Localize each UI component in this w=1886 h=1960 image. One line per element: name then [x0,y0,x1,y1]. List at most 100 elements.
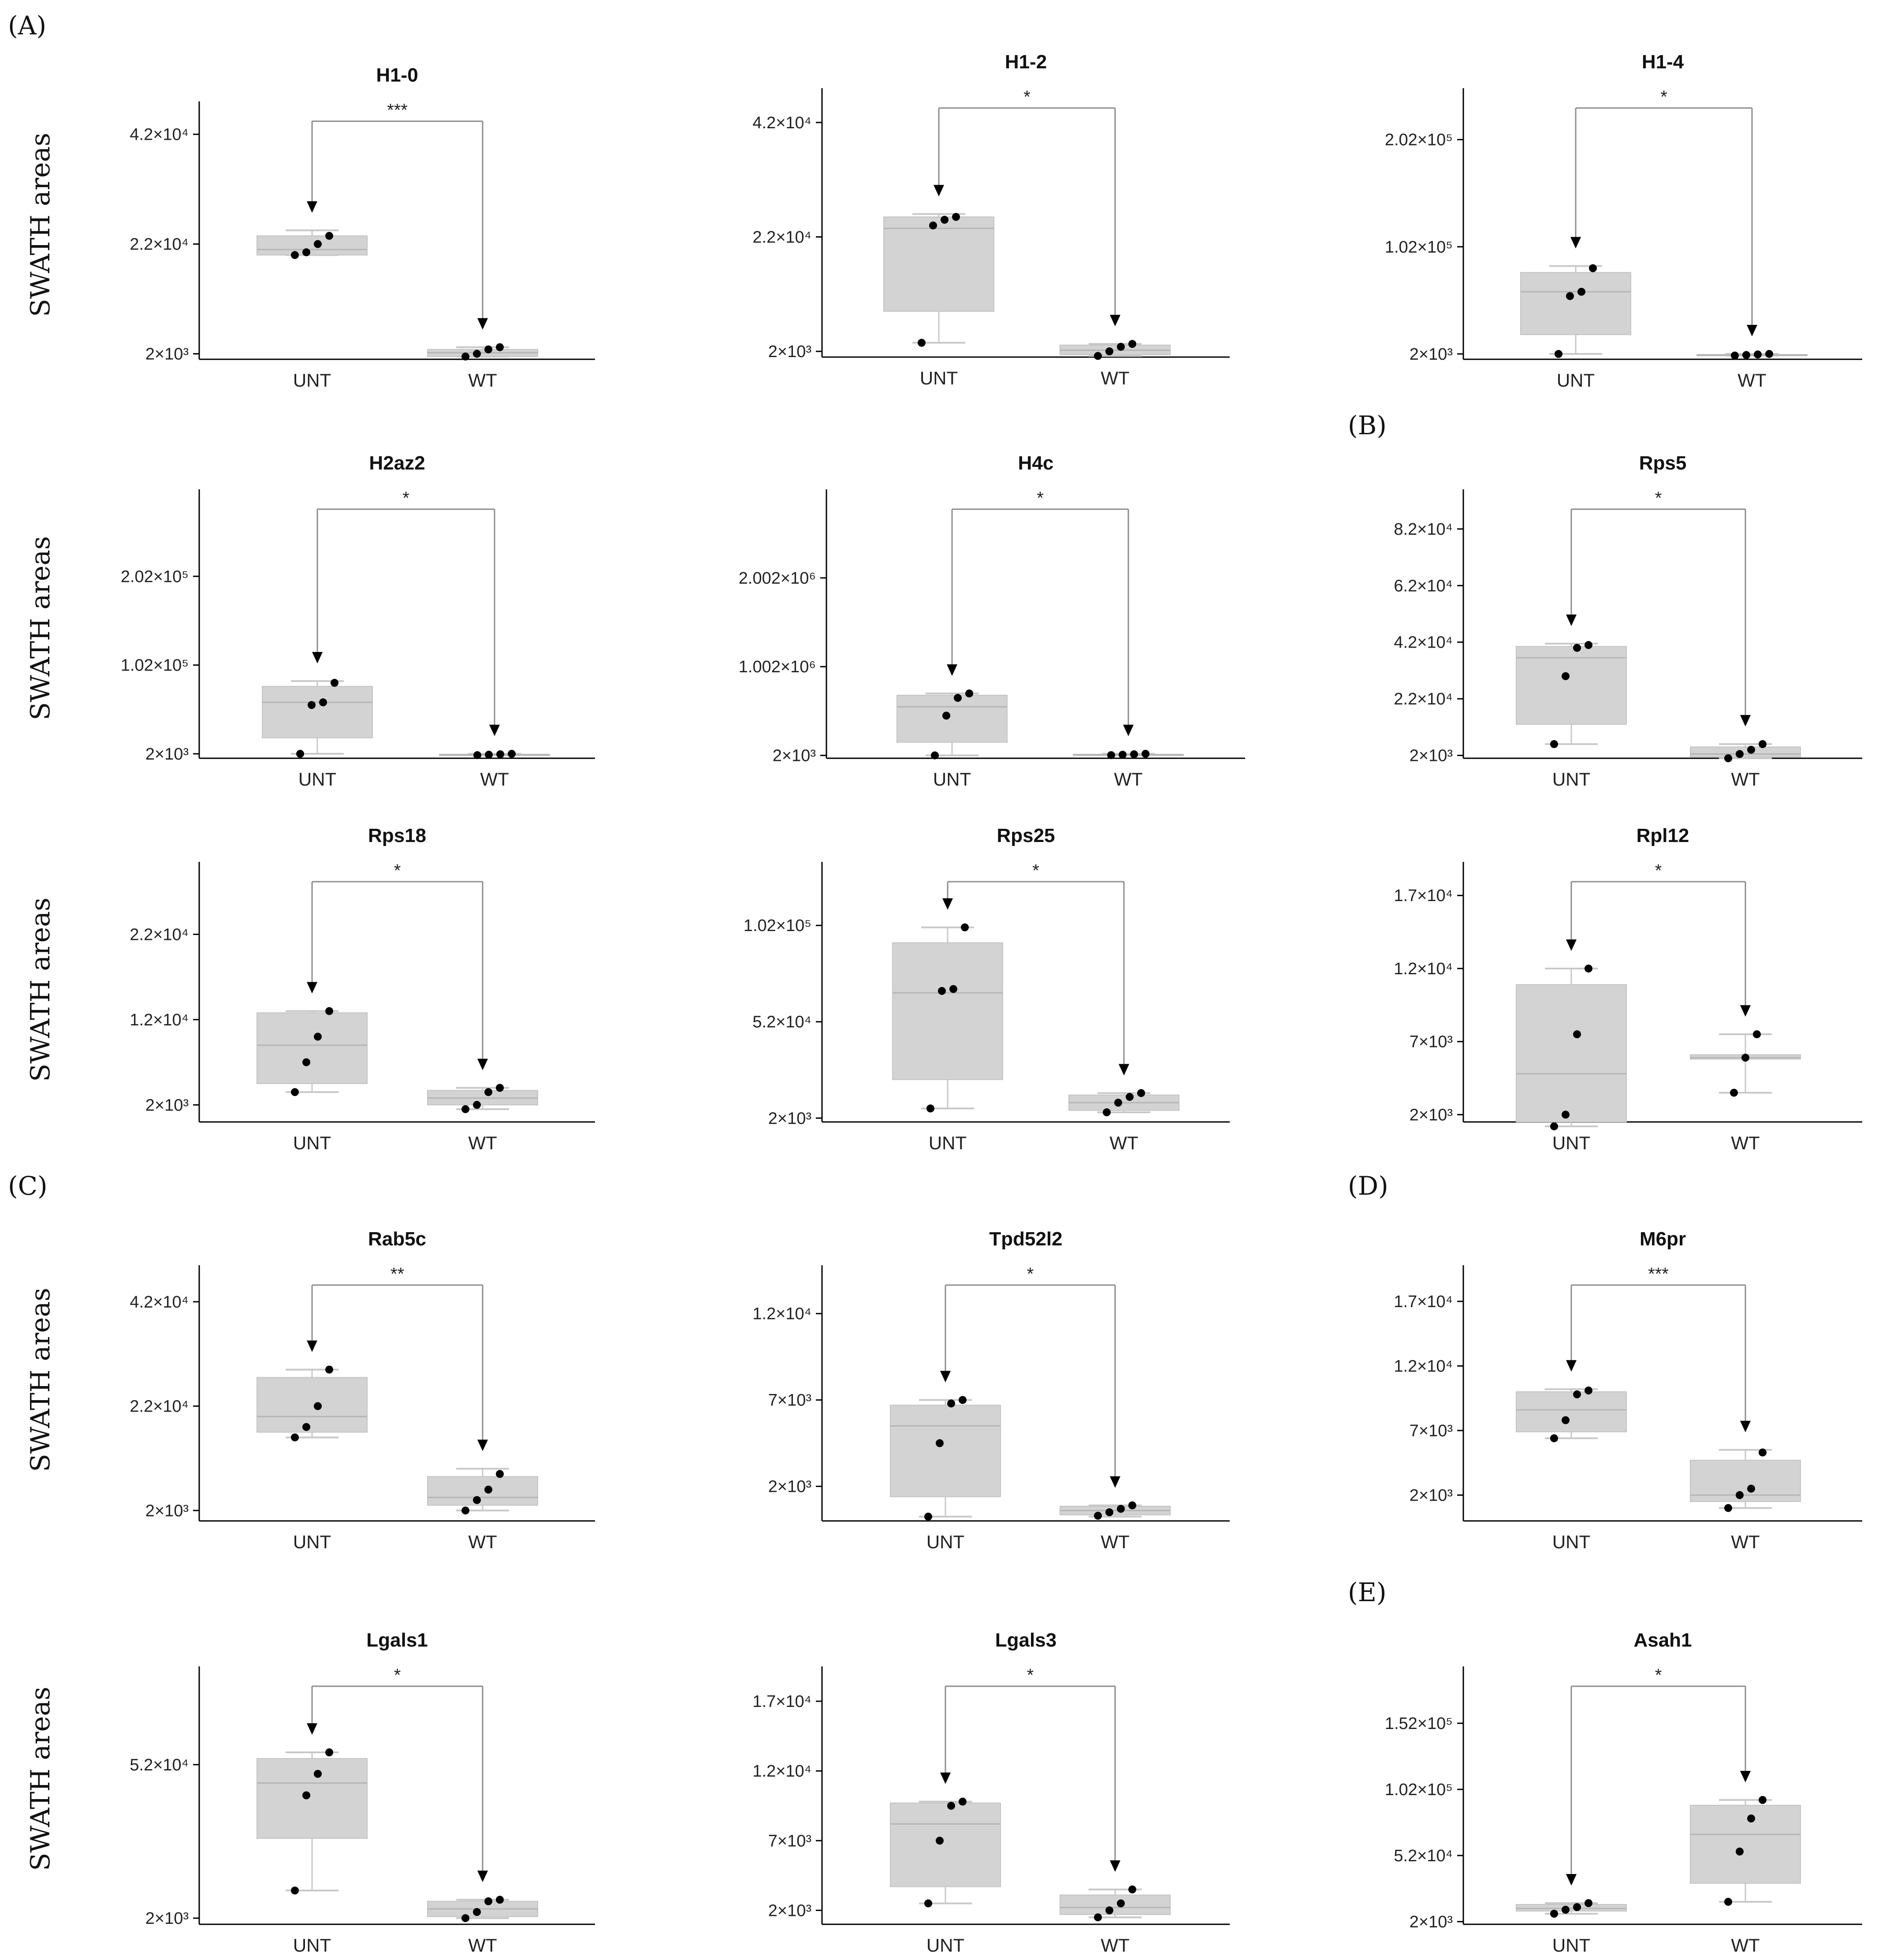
significance-label: * [394,861,401,880]
data-point [1736,1848,1744,1856]
panel-label-c: (C) [8,1171,48,1201]
data-point [1103,1108,1111,1117]
data-point [1754,350,1762,359]
x-tick-label-unt: UNT [920,368,958,388]
data-point [926,1104,934,1113]
arrow-head [307,1340,317,1352]
data-point [473,350,481,358]
box-wt [1690,1805,1801,1884]
data-point [1759,740,1767,748]
y-tick-label: 2.02×10⁵ [121,567,189,586]
chart-h1-0: H1-0 2×10³ 2.2×10⁴ 4.2×10⁴ UNT WT *** [130,64,595,391]
y-tick-label: 1.02×10⁵ [744,917,811,935]
chart-h4c: H4c 2×10³ 1.002×10⁶ 2.002×10⁶ UNT WT * [739,452,1245,790]
chart-title: Lgals3 [995,1629,1056,1651]
chart-title: Rps25 [997,825,1055,846]
data-point [1117,1505,1125,1513]
significance-label: * [1660,87,1667,107]
data-point [936,1837,944,1845]
box-unt [262,686,373,738]
x-tick-label-wt: WT [1109,1133,1138,1153]
box-unt [883,216,994,312]
data-point [461,1506,469,1515]
data-point [484,345,492,354]
y-tick-label: 2×10³ [1410,747,1453,765]
data-point [331,678,339,687]
row-5-y-axis-title: SWATH areas [25,1687,56,1871]
arrow-head [477,1871,488,1882]
chart-asah1: Asah1 2×10³ 5.2×10⁴ 1.02×10⁵ 1.52×10⁵ UNT WT * [1385,1629,1862,1956]
y-tick-label: 2.2×10⁴ [752,228,811,246]
chart-title: Rab5c [368,1228,426,1250]
y-tick-label: 7×10³ [1410,1422,1453,1440]
arrow-head [942,898,953,910]
data-point [496,343,504,351]
data-point [1105,347,1113,356]
row-4-y-axis-title: SWATH areas [25,1288,56,1472]
y-tick-label: 2.2×10⁴ [130,235,189,254]
significance-label: * [1655,488,1662,508]
y-tick-label: 5.2×10⁴ [752,1013,811,1032]
row-1-y-axis-title: SWATH areas [25,133,56,317]
y-tick-label: 5.2×10⁴ [130,1756,189,1774]
x-tick-label-unt: UNT [293,1531,331,1552]
data-point [461,352,469,361]
arrow-head [1110,315,1120,327]
arrow-head [940,1772,951,1784]
data-point [1114,1099,1122,1107]
data-point [1130,750,1138,758]
row-3-y-axis-title: SWATH areas [25,898,56,1082]
data-point [1562,1416,1570,1424]
x-tick-label-unt: UNT [926,1531,964,1552]
data-point [1724,1504,1732,1512]
data-point [1753,1030,1761,1039]
data-point [1573,1390,1581,1398]
data-point [1107,751,1115,759]
arrow-head [1110,1476,1120,1488]
x-tick-label-wt: WT [1101,368,1129,388]
data-point [496,1084,504,1092]
data-point [314,240,322,248]
box-unt [257,1758,368,1839]
y-tick-label: 2×10³ [1410,1486,1453,1505]
x-tick-label-wt: WT [468,1133,497,1153]
chart-h1-4: H1-4 2×10³ 1.02×10⁵ 2.02×10⁵ UNT WT * [1385,51,1862,391]
y-tick-label: 1.7×10⁴ [1394,1293,1453,1311]
y-tick-label: 1.02×10⁵ [121,656,189,675]
x-tick-label-wt: WT [1731,1935,1760,1956]
data-point [302,1423,310,1431]
arrow-head [477,1439,488,1451]
data-point [496,1470,504,1478]
data-point [929,221,937,230]
y-tick-label: 4.2×10⁴ [130,126,189,144]
x-tick-label-wt: WT [1731,1133,1760,1153]
x-tick-label-wt: WT [468,370,497,391]
x-tick-label-unt: UNT [926,1935,964,1956]
box-unt [1516,1391,1627,1432]
data-point [1566,292,1574,300]
arrow-head [1740,715,1751,727]
chart-lgals1: Lgals1 2×10³ 5.2×10⁴ UNT WT * [130,1629,595,1956]
box-unt [257,235,368,256]
data-point [1747,1815,1755,1822]
data-point [1555,350,1562,358]
data-point [291,1088,299,1096]
box-unt [1516,646,1627,725]
arrow-head [1119,1064,1129,1076]
data-point [1117,343,1125,351]
data-point [1724,754,1732,762]
chart-rab5c: Rab5c 2×10³ 2.2×10⁴ 4.2×10⁴ UNT WT ** [130,1228,595,1552]
significance-label: * [1037,488,1044,508]
x-tick-label-unt: UNT [293,1935,331,1956]
data-point [1562,1110,1570,1119]
y-tick-label: 1.2×10⁴ [1394,960,1453,978]
x-tick-label-wt: WT [1101,1531,1129,1552]
data-point [1742,351,1750,359]
chart-lgals3: Lgals3 2×10³ 7×10³ 1.2×10⁴ 1.7×10⁴ UNT WT * [752,1629,1230,1956]
y-tick-label: 2.2×10⁴ [1394,690,1453,708]
data-point [1759,1796,1767,1804]
chart-title: H1-2 [1005,51,1047,73]
data-point [1094,1913,1102,1922]
y-tick-label: 1.7×10⁴ [1394,887,1453,905]
